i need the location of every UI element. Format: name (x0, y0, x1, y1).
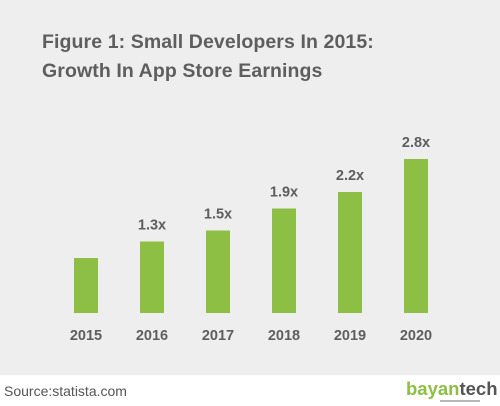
chart-card: Figure 1: Small Developers In 2015: Grow… (0, 0, 500, 375)
chart-title: Figure 1: Small Developers In 2015: Grow… (42, 28, 374, 86)
data-label-2017: 1.5x (204, 207, 232, 223)
bar-2015 (74, 258, 98, 313)
bar-2020 (404, 159, 428, 313)
bar-chart: 2015 1.3x 2016 1.5x 2017 1.9x 2018 2.2x 2019 2.8x… (70, 135, 432, 344)
x-tick-2019: 2019 (334, 328, 366, 344)
data-label-2019: 2.2x (336, 168, 364, 184)
data-label-2020: 2.8x (402, 135, 430, 151)
bar-2018 (272, 208, 296, 313)
chart-title-line-1: Figure 1: Small Developers In 2015: (42, 31, 374, 53)
x-tick-2016: 2016 (136, 328, 168, 344)
logo-part-tech: tech (459, 378, 498, 399)
bar-2017 (206, 230, 230, 313)
bar-2019 (338, 192, 362, 313)
data-label-2018: 1.9x (270, 185, 298, 201)
x-tick-2015: 2015 (70, 328, 102, 344)
x-tick-2020: 2020 (400, 328, 432, 344)
bar-2016 (140, 241, 164, 313)
data-label-2016: 1.3x (138, 218, 166, 234)
x-tick-2017: 2017 (202, 328, 234, 344)
logo-part-bayan: bayan (406, 378, 460, 399)
x-tick-2018: 2018 (268, 328, 300, 344)
logo-tagline-mark (440, 400, 480, 402)
chart-title-line-2: Growth In App Store Earnings (42, 60, 323, 82)
source-text: Source:statista.com (4, 383, 127, 399)
bayantech-logo: bayantech (406, 378, 498, 399)
